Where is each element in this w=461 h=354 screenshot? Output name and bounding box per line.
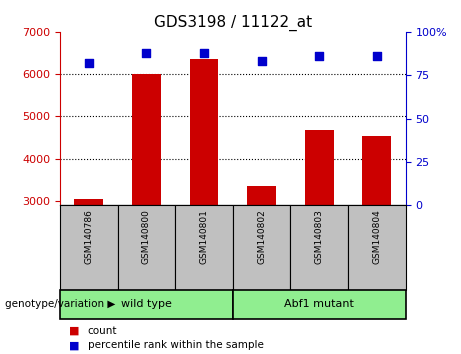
Bar <box>189 59 219 205</box>
Text: wild type: wild type <box>121 299 172 309</box>
Point <box>142 50 150 56</box>
Bar <box>348 205 406 290</box>
Bar <box>233 290 406 319</box>
Bar <box>175 205 233 290</box>
Text: ■: ■ <box>69 340 80 350</box>
Point <box>258 58 266 64</box>
Point <box>85 60 92 66</box>
Bar <box>74 199 103 205</box>
Title: GDS3198 / 11122_at: GDS3198 / 11122_at <box>154 14 312 30</box>
Bar <box>118 205 175 290</box>
Text: ■: ■ <box>69 326 80 336</box>
Text: GSM140802: GSM140802 <box>257 210 266 264</box>
Bar <box>132 74 161 205</box>
Bar <box>305 130 334 205</box>
Bar <box>60 290 233 319</box>
Text: count: count <box>88 326 117 336</box>
Text: percentile rank within the sample: percentile rank within the sample <box>88 340 264 350</box>
Text: GSM140804: GSM140804 <box>372 210 381 264</box>
Text: GSM140800: GSM140800 <box>142 210 151 264</box>
Point <box>315 53 323 59</box>
Text: GSM140801: GSM140801 <box>200 210 208 264</box>
Text: GSM140786: GSM140786 <box>84 210 93 264</box>
Point <box>373 53 381 59</box>
Text: Abf1 mutant: Abf1 mutant <box>284 299 354 309</box>
Bar <box>362 136 391 205</box>
Text: GSM140803: GSM140803 <box>315 210 324 264</box>
Text: genotype/variation ▶: genotype/variation ▶ <box>5 299 115 309</box>
Bar <box>290 205 348 290</box>
Bar <box>60 205 118 290</box>
Point <box>200 50 207 56</box>
Bar <box>247 186 276 205</box>
Bar <box>233 205 290 290</box>
